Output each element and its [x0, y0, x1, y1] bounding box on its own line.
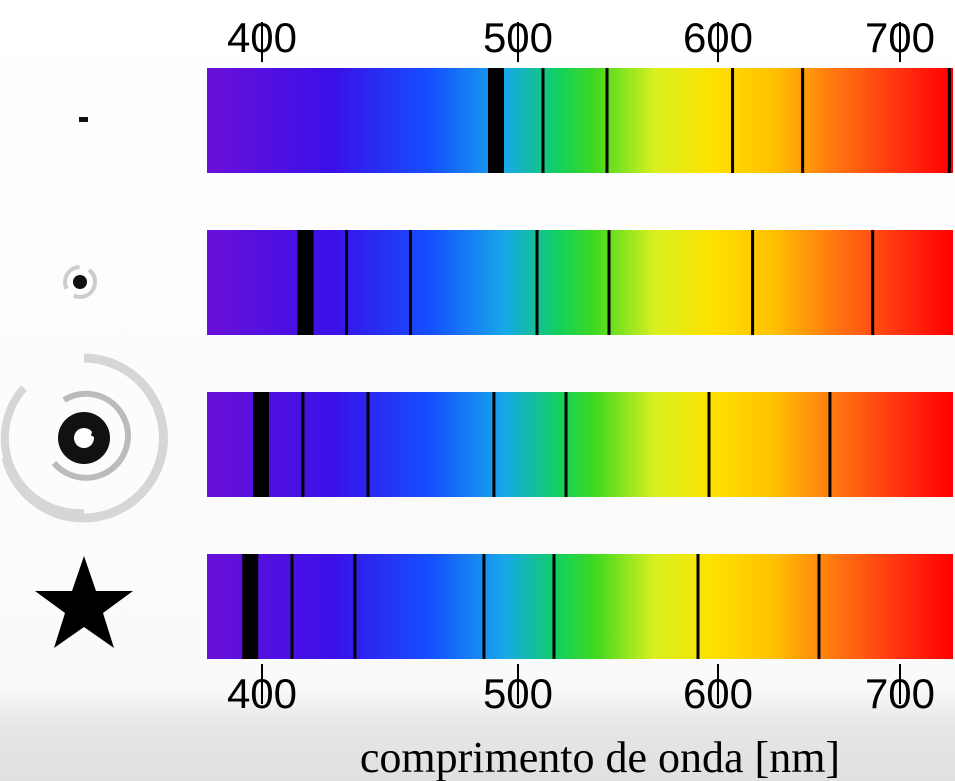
- x-axis-label: comprimento de onda [nm]: [360, 733, 840, 781]
- absorption-line: [488, 68, 504, 173]
- top-tick-label: 700: [865, 14, 935, 61]
- spectra-diagram: 400 400 500 500 600 600 700 700 comprimento de …: [0, 0, 955, 781]
- absorption-line: [482, 554, 485, 659]
- absorption-line: [608, 230, 611, 335]
- absorption-line: [828, 392, 831, 497]
- absorption-line: [345, 230, 348, 335]
- top-tick-label: 500: [483, 14, 553, 61]
- absorption-line: [871, 230, 874, 335]
- absorption-line: [708, 392, 711, 497]
- absorption-line: [290, 554, 293, 659]
- absorption-line: [948, 68, 951, 173]
- absorption-line: [606, 68, 609, 173]
- absorption-line: [253, 392, 269, 497]
- absorption-line: [553, 554, 556, 659]
- bottom-tick-label: 400: [227, 670, 297, 717]
- absorption-line: [751, 230, 754, 335]
- spectrum-band: [207, 554, 953, 659]
- spectrum-band: [207, 230, 953, 335]
- absorption-line: [731, 68, 734, 173]
- bottom-tick-label: 500: [483, 670, 553, 717]
- point-icon: [79, 117, 88, 122]
- absorption-line: [242, 554, 258, 659]
- absorption-line: [542, 68, 545, 173]
- absorption-line: [818, 554, 821, 659]
- absorption-line: [801, 68, 804, 173]
- absorption-line: [366, 392, 369, 497]
- spectrum-band: [207, 68, 953, 173]
- absorption-line: [298, 230, 314, 335]
- bottom-tick-label: 700: [865, 670, 935, 717]
- absorption-line: [565, 392, 568, 497]
- top-tick-label: 400: [227, 14, 297, 61]
- spectrum-band: [207, 392, 953, 497]
- bottom-tick-label: 600: [683, 670, 753, 717]
- absorption-line: [301, 392, 304, 497]
- absorption-line: [536, 230, 539, 335]
- absorption-line: [697, 554, 700, 659]
- absorption-line: [492, 392, 495, 497]
- absorption-line: [409, 230, 412, 335]
- top-tick-label: 600: [683, 14, 753, 61]
- absorption-line: [353, 554, 356, 659]
